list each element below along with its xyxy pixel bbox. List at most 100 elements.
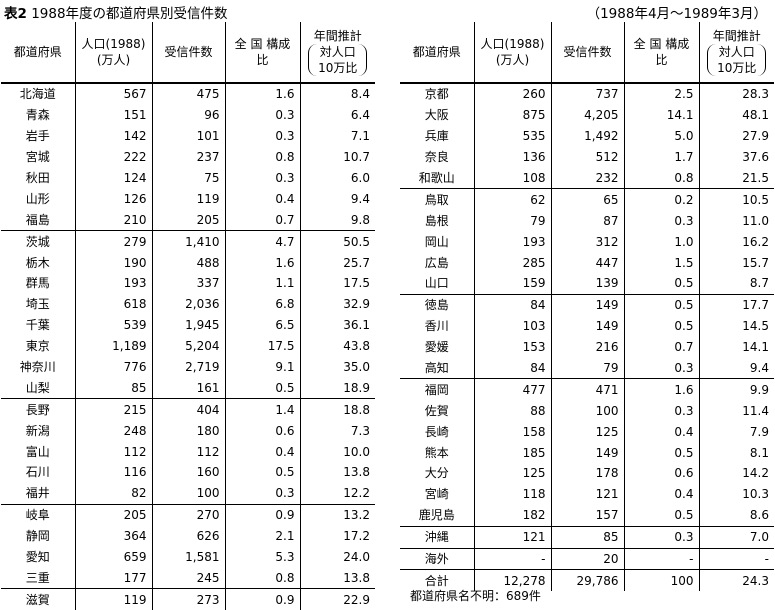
table-row: 鹿児島 182 157 0.5 8.6: [400, 504, 774, 527]
table-row: 沖縄 121 85 0.3 7.0: [400, 525, 774, 549]
share-cell: 14.1: [623, 104, 699, 126]
share-cell: 0.2: [623, 188, 699, 211]
pref-cell: 山口: [424, 276, 449, 291]
table-title: 表2 1988年度の都道府県別受信件数: [4, 2, 228, 22]
share-cell: 1.7: [623, 146, 699, 168]
header-ratio: 年間推計 対人口 10万比: [299, 22, 375, 84]
table-row: 兵庫 535 1,492 5.0 27.9: [400, 125, 774, 147]
population-cell: 108: [473, 167, 551, 189]
ratio-cell: 9.9: [698, 378, 774, 401]
share-cell: 0.9: [224, 503, 300, 526]
ratio-cell: 32.9: [299, 293, 375, 315]
share-cell: 0.6: [623, 463, 699, 484]
share-cell: 5.3: [224, 546, 300, 568]
table-row: 群馬 193 337 1.1 17.5: [1, 273, 375, 294]
ratio-cell: 24.0: [299, 546, 375, 568]
population-cell: 136: [473, 146, 551, 168]
share-cell: 5.0: [623, 125, 699, 147]
cases-cell: 337: [151, 273, 225, 294]
cases-cell: 1,581: [151, 546, 225, 568]
ratio-cell: 18.8: [299, 398, 375, 421]
pref-cell: 青森: [25, 108, 50, 123]
cases-cell: 404: [151, 398, 225, 421]
ratio-cell: 22.9: [299, 588, 375, 610]
pref-cell: 宮崎: [424, 487, 449, 502]
cases-cell: 216: [550, 336, 624, 358]
cases-cell: 20: [550, 548, 624, 570]
pref-cell: 広島: [424, 255, 449, 270]
pref-cell: 秋田: [25, 171, 50, 185]
cases-cell: 475: [151, 83, 225, 105]
share-cell: 1.6: [224, 252, 300, 274]
right-table: 都道府県 人口(1988) (万人) 受信件数 全 国 構成比 年間推計 対人口 10…: [400, 22, 774, 592]
table-row: 高知 84 79 0.3 9.4: [400, 357, 774, 379]
table-row: 宮城 222 237 0.8 10.7: [1, 146, 375, 168]
table-row: 福岡 477 471 1.6 9.9: [400, 378, 774, 401]
total-row: 合計 12,278 29,786 100 24.3: [400, 569, 774, 592]
share-cell: 0.3: [224, 125, 300, 147]
ratio-cell: 37.6: [698, 146, 774, 168]
ratio-cell: 16.2: [698, 231, 774, 253]
ratio-cell: 10.0: [299, 441, 375, 463]
population-cell: 182: [473, 504, 551, 527]
cases-cell: 149: [550, 442, 624, 464]
population-cell: 125: [473, 463, 551, 484]
table-row: 佐賀 88 100 0.3 11.4: [400, 400, 774, 422]
table-row: 海外 -20- -: [400, 548, 774, 570]
ratio-cell: 17.7: [698, 293, 774, 316]
cases-cell: 87: [550, 210, 624, 232]
pref-cell: 石川: [25, 465, 50, 480]
share-cell: 4.7: [224, 230, 300, 253]
population-cell: 158: [473, 421, 551, 443]
cases-cell: 85: [550, 525, 624, 549]
table-row: 山口 159 139 0.5 8.7: [400, 273, 774, 295]
population-cell: 193: [74, 273, 152, 294]
cases-cell: 245: [151, 567, 225, 589]
table-row: 滋賀 119 273 0.9 22.9: [1, 588, 375, 610]
pref-cell: 岩手: [25, 129, 50, 144]
cases-cell: 79: [550, 357, 624, 379]
share-cell: 0.7: [623, 336, 699, 358]
ratio-cell: 10.7: [299, 146, 375, 168]
population-cell: 116: [74, 462, 152, 483]
table-row: 栃木 190 488 1.6 25.7: [1, 252, 375, 274]
pref-cell: 福島: [25, 212, 50, 227]
ratio-cell: 35.0: [299, 356, 375, 378]
share-cell: 100: [623, 569, 699, 592]
table-row: 和歌山 108 232 0.8 21.5: [400, 167, 774, 189]
population-cell: 159: [473, 273, 551, 295]
header-cases: 受信件数: [550, 22, 624, 84]
pref-cell: 沖縄: [400, 525, 474, 549]
cases-cell: 178: [550, 463, 624, 484]
pref-cell: 香川: [424, 319, 449, 334]
pref-cell: 大分: [424, 466, 449, 481]
table-row: 秋田 124 75 0.3 6.0: [1, 167, 375, 189]
table-row: 愛媛 153 216 0.7 14.1: [400, 336, 774, 358]
share-cell: 0.3: [623, 525, 699, 549]
ratio-cell: 50.5: [299, 230, 375, 253]
population-cell: 119: [74, 588, 152, 610]
cases-cell: 1,492: [550, 125, 624, 147]
cases-cell: 112: [151, 441, 225, 463]
table-row: 岐阜 205 270 0.9 13.2: [1, 503, 375, 526]
pref-cell: 兵庫: [424, 129, 449, 144]
share-cell: 1.5: [623, 252, 699, 274]
population-cell: 659: [74, 546, 152, 568]
population-cell: 875: [473, 104, 551, 126]
population-cell: 103: [473, 315, 551, 337]
share-cell: 0.5: [623, 442, 699, 464]
population-cell: 118: [473, 483, 551, 505]
ratio-cell: 48.1: [698, 104, 774, 126]
ratio-cell: 11.4: [698, 400, 774, 422]
share-cell: 0.4: [623, 483, 699, 505]
ratio-cell: 7.9: [698, 421, 774, 443]
ratio-cell: 8.6: [698, 504, 774, 527]
share-cell: 17.5: [224, 335, 300, 357]
table-row: 愛知 659 1,581 5.3 24.0: [1, 546, 375, 568]
cases-cell: 237: [151, 146, 225, 168]
header-row: 都道府県 人口(1988) (万人) 受信件数 全 国 構成比 年間推計 対人口 10…: [400, 22, 774, 84]
table-row: 茨城 279 1,410 4.7 50.5: [1, 230, 375, 253]
ratio-cell: 11.0: [698, 210, 774, 232]
cases-cell: 1,945: [151, 314, 225, 336]
ratio-cell: 43.8: [299, 335, 375, 357]
